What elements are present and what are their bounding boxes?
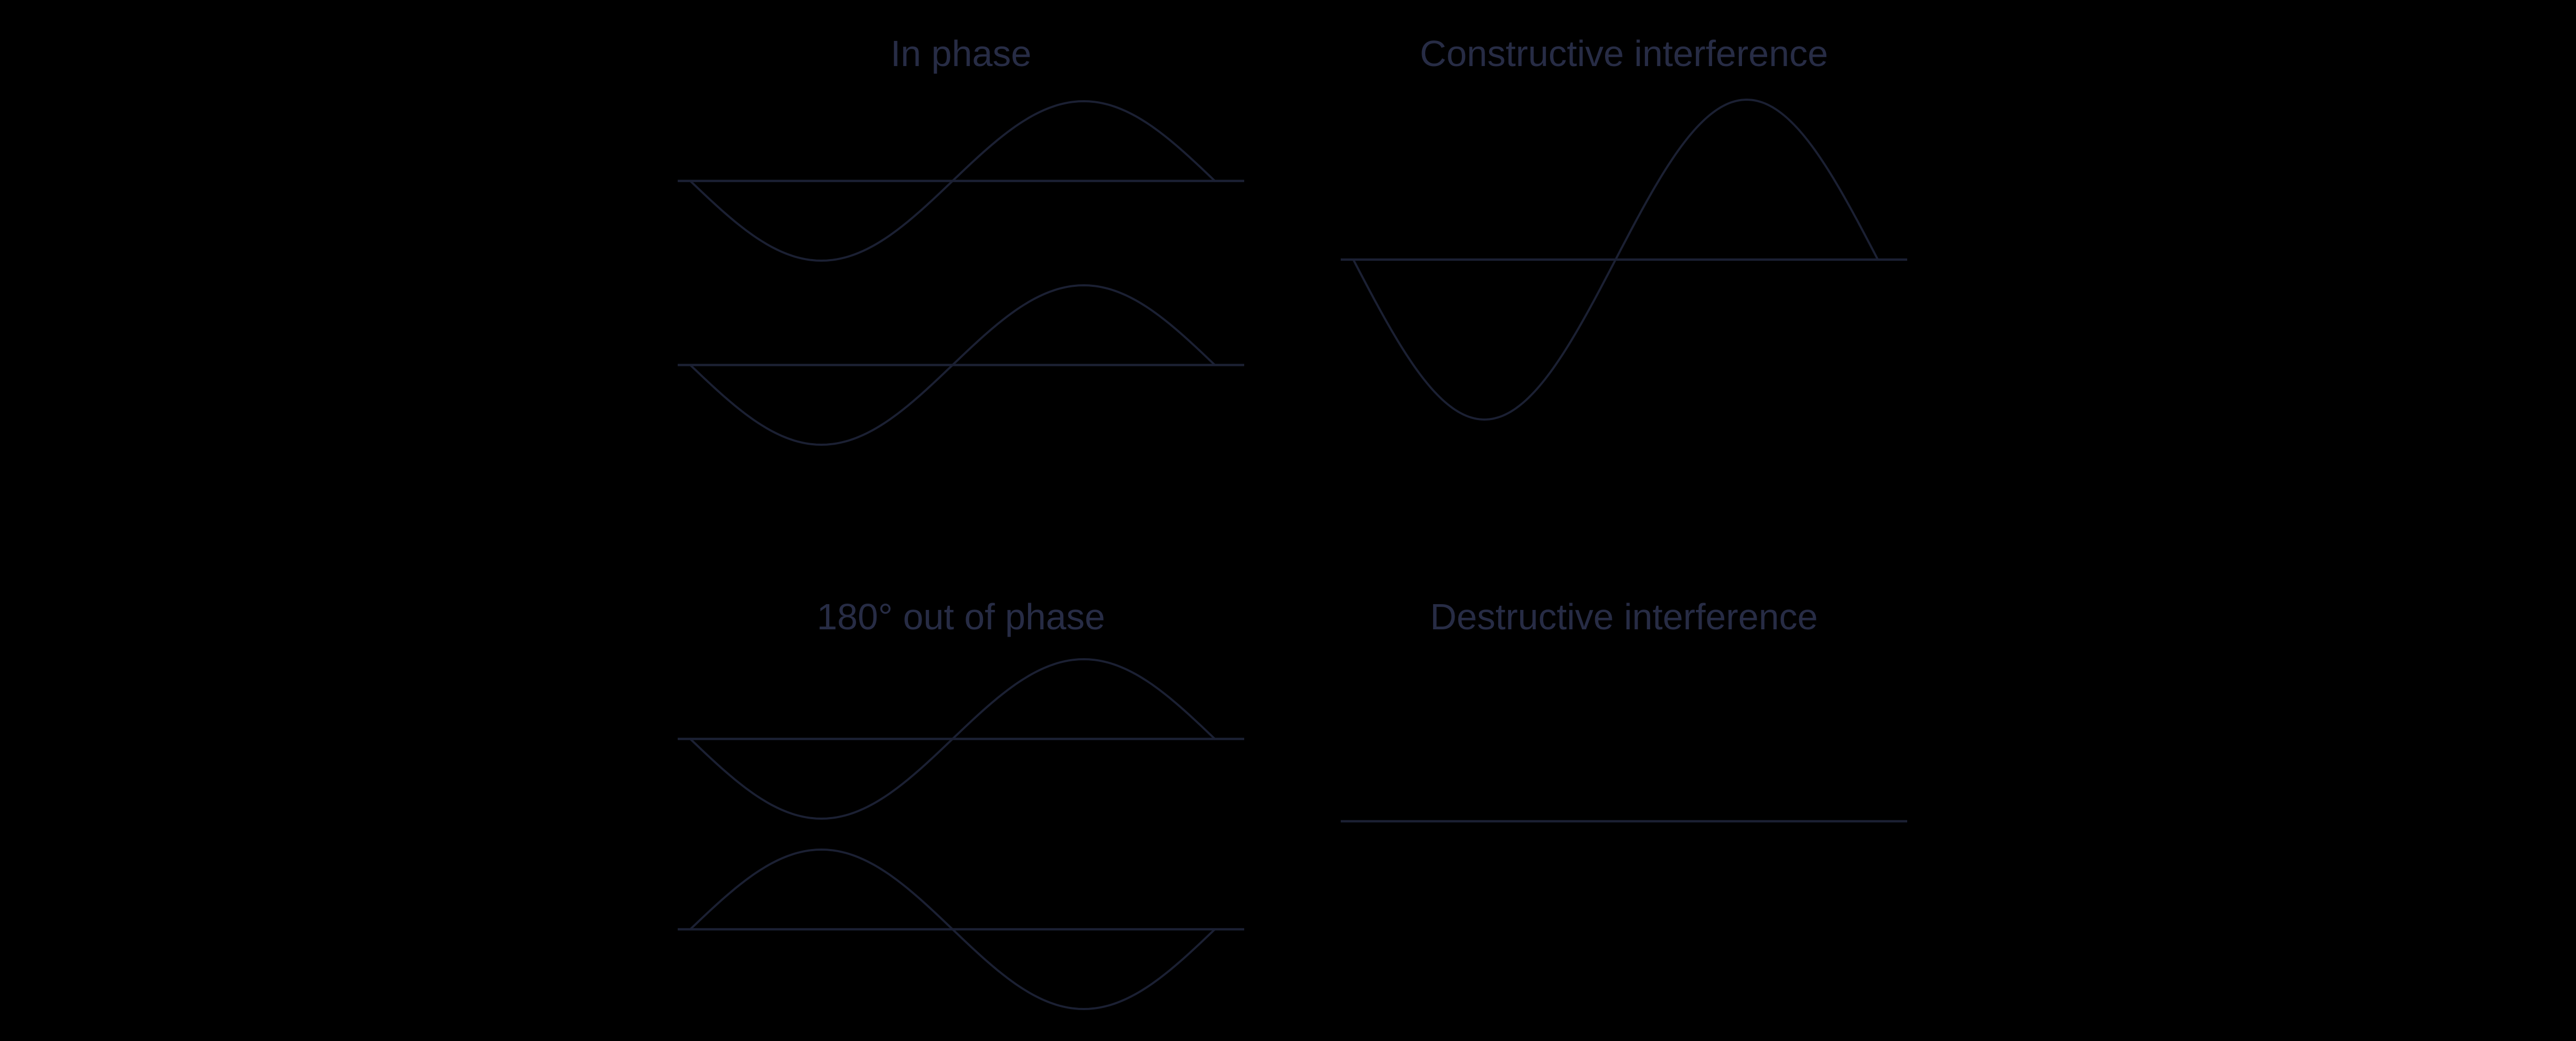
panel-in-phase: In phase [678,33,1244,446]
panel-title-in-phase: In phase [891,33,1032,74]
panel-destructive-interference: Destructive interference [1341,596,1907,823]
panel-out-of-phase-graphics [678,658,1244,1011]
panel-title-180-out-of-phase: 180° out of phase [817,596,1105,637]
panel-title-constructive-interference: Constructive interference [1420,33,1828,74]
in-phase-sine-wave-path [689,284,1216,446]
out-of-phase-sine-wave-path [689,848,1216,1011]
panel-in-phase-graphics [678,100,1244,446]
out-of-phase-sine-wave-path [689,658,1216,820]
panel-title-destructive-interference: Destructive interference [1430,596,1818,637]
constructive-sine-wave-path [1352,98,1879,421]
panel-constructive-graphics [1341,98,1907,421]
panel-180-out-of-phase: 180° out of phase [678,596,1244,1011]
panel-constructive-interference: Constructive interference [1341,33,1907,421]
in-phase-sine-wave-path [689,100,1216,262]
